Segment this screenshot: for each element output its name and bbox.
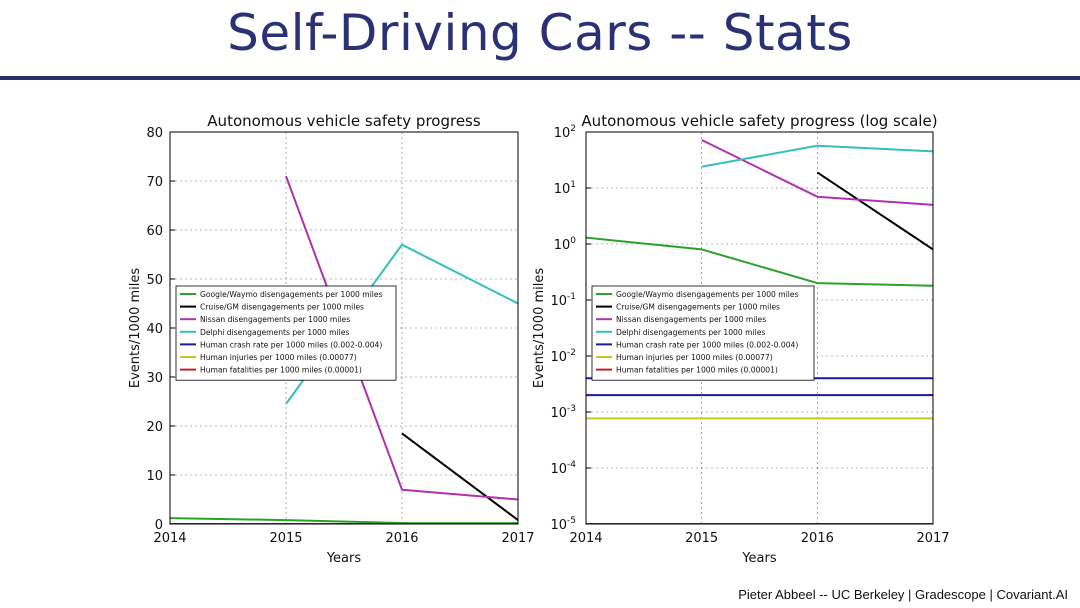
y-tick-exponent: 2: [570, 124, 576, 134]
y-tick-base: 10: [550, 406, 567, 421]
chart-2: 2014 2015 2016 201710-510-410-310-210-11001…: [532, 112, 950, 566]
legend-entry: Google/Waymo disengagements per 1000 mil…: [200, 290, 383, 299]
y-tick-label: 0: [155, 518, 163, 533]
series-line-1: [401, 432, 518, 521]
y-tick-label: 10-4: [550, 460, 576, 477]
y-tick-label: 40: [146, 322, 163, 337]
x-tick-label: 2015: [269, 531, 302, 546]
legend-box: [591, 285, 815, 381]
y-tick-label: 10-3: [550, 404, 576, 421]
x-tick-label: 2016: [385, 531, 418, 546]
x-tick-label: 2017: [916, 531, 949, 546]
series-line-1: [816, 171, 933, 251]
legend: Google/Waymo disengagements per 1000 mil…: [175, 285, 397, 381]
series-line-0: [170, 517, 518, 524]
x-tick-label: 2016: [801, 531, 834, 546]
y-tick-label: 50: [146, 273, 163, 288]
legend-entry: Human crash rate per 1000 miles (0.002-0…: [200, 340, 382, 349]
y-tick-exponent: -5: [567, 516, 576, 526]
y-tick-base: 10: [554, 238, 571, 253]
chart-1: 2014 2015 2016 2017 0 10 20 30 40 50 60 70 80 Autonom…: [128, 112, 535, 566]
legend-entry: Human injuries per 1000 miles (0.00077): [616, 353, 773, 362]
y-tick-exponent: 1: [570, 180, 576, 190]
series-line-3: [701, 144, 933, 168]
y-tick-base: 10: [550, 518, 567, 533]
y-tick-exponent: -2: [567, 348, 576, 358]
y-tick-base: 10: [550, 294, 567, 309]
y-tick-label: 101: [554, 180, 576, 197]
x-tick-label: 2014: [153, 531, 186, 546]
series-line-2: [285, 175, 518, 501]
slide-title: Self-Driving Cars -- Stats: [227, 4, 853, 62]
legend: Google/Waymo disengagements per 1000 mil…: [591, 285, 815, 381]
legend-entry: Human crash rate per 1000 miles (0.002-0…: [616, 340, 798, 349]
legend-entry: Nissan disengagements per 1000 miles: [200, 315, 350, 324]
y-tick-label: 20: [146, 420, 163, 435]
y-tick-exponent: -4: [567, 460, 576, 470]
legend-box: [175, 285, 397, 381]
legend-entry: Delphi disengagements per 1000 miles: [616, 328, 765, 337]
y-axis-label: Events/1000 miles: [532, 268, 547, 388]
y-tick-base: 10: [550, 350, 567, 365]
series-line-0: [586, 236, 933, 287]
y-tick-label: 60: [146, 224, 163, 239]
x-axis-label: Years: [326, 551, 362, 566]
plot-frame: [585, 131, 934, 525]
slide-footer: Pieter Abbeel -- UC Berkeley | Gradescop…: [738, 587, 1068, 602]
y-tick-base: 10: [554, 182, 571, 197]
y-tick-exponent: -1: [567, 292, 576, 302]
y-tick-exponent: -3: [567, 404, 576, 414]
y-tick-exponent: 0: [570, 236, 576, 246]
y-tick-label: 102: [554, 124, 576, 141]
legend-entry: Google/Waymo disengagements per 1000 mil…: [616, 290, 799, 299]
y-tick-label: 80: [146, 126, 163, 141]
y-tick-label: 10-2: [550, 348, 576, 365]
legend-entry: Human injuries per 1000 miles (0.00077): [200, 353, 357, 362]
y-tick-label: 10-5: [550, 516, 576, 533]
y-tick-label: 30: [146, 371, 163, 386]
series-group: [170, 175, 518, 524]
y-tick-label: 10-1: [550, 292, 576, 309]
x-tick-label: 2017: [501, 531, 534, 546]
y-tick-label: 100: [554, 236, 577, 253]
chart-title: Autonomous vehicle safety progress: [207, 112, 481, 130]
y-tick-base: 10: [554, 126, 571, 141]
legend-entry: Human fatalities per 1000 miles (0.00001…: [616, 366, 778, 375]
x-axis-label: Years: [741, 551, 777, 566]
legend-entry: Cruise/GM disengagements per 1000 miles: [616, 303, 780, 312]
x-tick-label: 2015: [685, 531, 718, 546]
legend-entry: Nissan disengagements per 1000 miles: [616, 315, 766, 324]
plot-frame: [169, 131, 519, 525]
y-tick-label: 70: [146, 175, 163, 190]
y-axis-label: Events/1000 miles: [128, 268, 143, 388]
y-tick-base: 10: [550, 462, 567, 477]
legend-entry: Delphi disengagements per 1000 miles: [200, 328, 349, 337]
x-tick-label: 2014: [569, 531, 602, 546]
y-tick-label: 10: [146, 469, 163, 484]
legend-entry: Human fatalities per 1000 miles (0.00001…: [200, 366, 362, 375]
chart-title: Autonomous vehicle safety progress (log …: [581, 112, 937, 130]
title-divider: [0, 76, 1080, 80]
legend-entry: Cruise/GM disengagements per 1000 miles: [200, 303, 364, 312]
